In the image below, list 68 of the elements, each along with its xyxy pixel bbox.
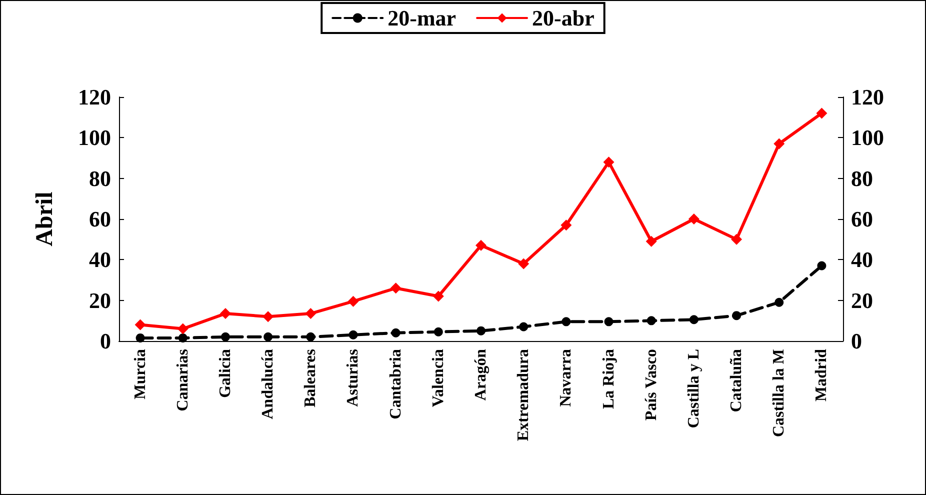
- point: [306, 332, 316, 342]
- x-tick-label: Aragón: [472, 348, 490, 401]
- point: [689, 315, 698, 324]
- y-tick-label: 80: [89, 166, 111, 191]
- x-tick-label: Murcia: [132, 349, 149, 400]
- point: [603, 156, 614, 168]
- point: [816, 108, 828, 119]
- point: [390, 282, 402, 294]
- point: [646, 316, 656, 326]
- point: [518, 258, 530, 270]
- point: [476, 326, 486, 336]
- y2-tick-label: 60: [851, 206, 873, 232]
- point: [562, 317, 571, 326]
- point: [136, 333, 145, 342]
- x-tick-label: Canarias: [174, 349, 192, 412]
- point: [177, 323, 188, 334]
- x-tick-label: Baleares: [302, 349, 320, 408]
- x-tick-label: Andalucía: [260, 349, 277, 420]
- x-tick-label: La Rioja: [600, 349, 618, 409]
- point: [134, 319, 146, 330]
- point: [264, 332, 273, 342]
- x-tick-label: Castilla la M: [770, 349, 788, 437]
- y-tick-label: 120: [78, 84, 111, 110]
- point: [434, 327, 443, 336]
- legend-label: 20-mar: [388, 6, 456, 30]
- point: [348, 330, 358, 340]
- point: [220, 308, 231, 320]
- y2-tick-label: 20: [851, 288, 873, 313]
- point: [178, 333, 188, 342]
- y2-tick-label: 0: [851, 328, 862, 354]
- point: [262, 311, 274, 322]
- legend-label: 20-abr: [532, 6, 595, 30]
- point: [305, 308, 316, 320]
- x-tick-label: Navarra: [558, 349, 575, 407]
- point: [817, 261, 826, 270]
- y2-tick-label: 100: [851, 125, 884, 150]
- point: [731, 234, 742, 245]
- y-tick-label: 60: [89, 206, 111, 232]
- point: [432, 290, 444, 302]
- y2-tick-label: 120: [851, 84, 884, 110]
- x-tick-label: Galicia: [216, 349, 234, 398]
- point: [220, 332, 230, 342]
- x-tick-label: Madrid: [813, 348, 830, 402]
- y-tick-label: 0: [100, 328, 111, 354]
- point: [604, 317, 614, 326]
- point: [646, 236, 657, 247]
- y-axis-title: Abril: [32, 191, 58, 246]
- point: [774, 138, 785, 150]
- y-tick-label: 20: [89, 288, 111, 313]
- x-tick-label: Extremadura: [515, 349, 532, 442]
- x-tick-label: Cantabria: [387, 349, 404, 420]
- point: [560, 220, 572, 231]
- point: [688, 214, 700, 224]
- point: [391, 328, 400, 338]
- point: [732, 311, 742, 320]
- y-tick-label: 40: [89, 247, 111, 272]
- y2-tick-label: 80: [851, 166, 873, 191]
- x-tick-label: Castilla y L: [685, 349, 702, 428]
- x-tick-label: Cataluña: [728, 349, 746, 412]
- point: [348, 296, 359, 307]
- x-tick-label: País Vasco: [642, 349, 660, 421]
- y2-tick-label: 40: [851, 247, 873, 272]
- y-tick-label: 100: [78, 125, 111, 150]
- point: [476, 240, 486, 251]
- point: [774, 298, 784, 307]
- x-tick-label: Valencia: [430, 349, 447, 408]
- x-tick-label: Asturias: [344, 349, 362, 407]
- point: [519, 322, 528, 332]
